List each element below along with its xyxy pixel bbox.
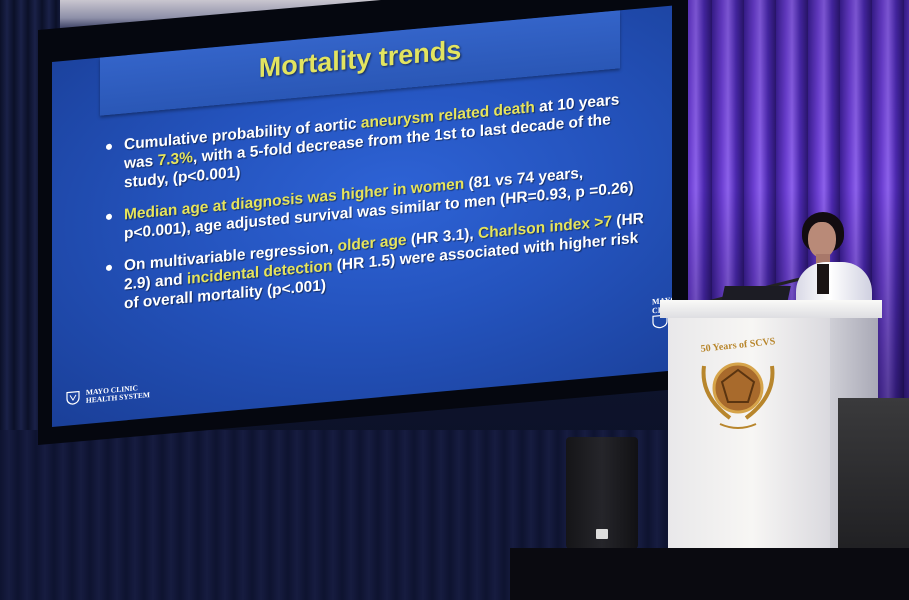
- projection-screen: Mortality trends Cumulative probability …: [52, 5, 672, 427]
- presenter-face: [808, 222, 836, 258]
- mayo-shield-icon: [652, 314, 668, 329]
- scvs-50-years-emblem: 50 Years of SCVS: [690, 336, 786, 436]
- bullet-dot-icon: [106, 264, 112, 272]
- bullet-dot-icon: [106, 143, 112, 151]
- highlighted-text: 7.3%: [157, 149, 193, 170]
- pedestal-stand: [838, 398, 909, 558]
- stage-front-edge: [510, 548, 909, 600]
- stage-speaker-cabinet: [566, 437, 638, 549]
- mayo-clinic-logo-right: MAYO CLINI: [652, 295, 672, 331]
- speaker-brand-icon: [596, 529, 608, 539]
- bullet-dot-icon: [106, 213, 112, 221]
- podium-top: [660, 300, 882, 318]
- presenter-shirt: [817, 264, 829, 294]
- laurel-medallion-icon: [701, 362, 775, 429]
- slide-bullet-list: Cumulative probability of aortic aneurys…: [104, 88, 644, 328]
- mayo-clinic-logo-left: MAYO CLINIC HEALTH SYSTEM: [66, 383, 150, 407]
- mayo-shield-icon: [66, 390, 80, 405]
